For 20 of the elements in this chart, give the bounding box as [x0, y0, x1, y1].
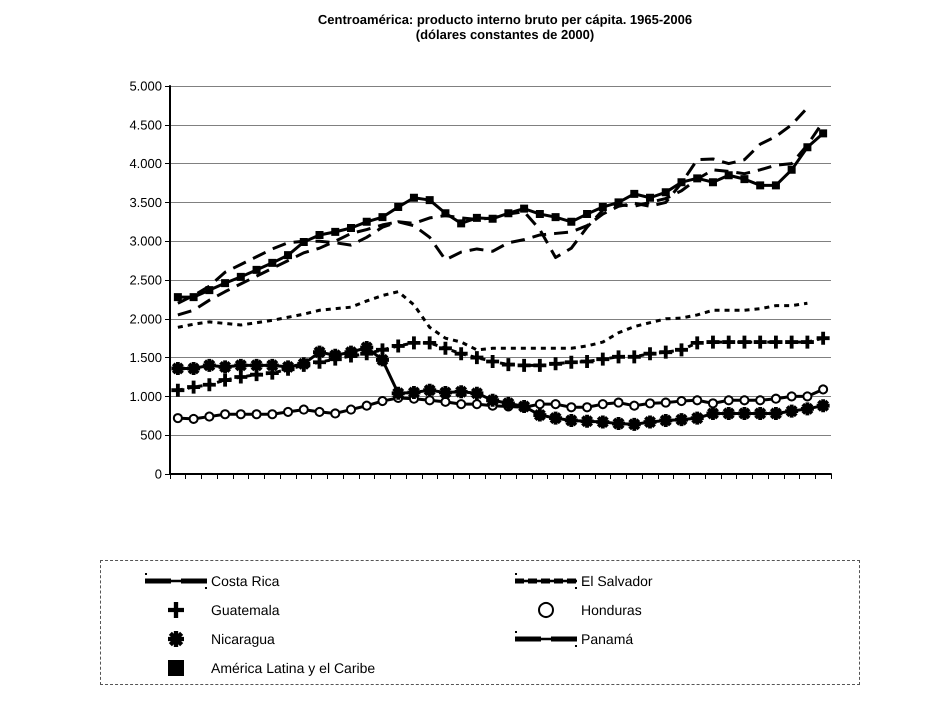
y-tick-label: 2.000	[129, 311, 162, 326]
y-tick-label: 1.000	[129, 388, 162, 404]
y-tick-label: 3.000	[129, 234, 162, 249]
y-tick-label: 2.500	[129, 272, 162, 288]
chart-subtitle: (dólares constantes de 2000)	[416, 27, 594, 42]
y-tick-label: 4.500	[129, 117, 162, 132]
legend-label: Panamá	[581, 631, 634, 647]
y-tick-label: 500	[140, 428, 162, 443]
legend-label: Guatemala	[211, 602, 280, 618]
legend-label: Costa Rica	[211, 573, 280, 589]
legend-label: El Salvador	[581, 573, 653, 589]
y-tick-label: 0	[154, 466, 162, 482]
legend-label: Honduras	[581, 602, 642, 618]
y-tick-label: 3.500	[129, 194, 162, 210]
y-tick-label: 5.000	[129, 78, 162, 94]
y-tick-label: 1.500	[129, 350, 162, 366]
legend-label: Nicaragua	[211, 631, 276, 647]
legend-label: América Latina y el Caribe	[211, 660, 376, 676]
y-tick-label: 4.000	[129, 156, 162, 172]
chart-title: Centroamérica: producto interno bruto per cápita. 1965-2006	[318, 12, 692, 27]
